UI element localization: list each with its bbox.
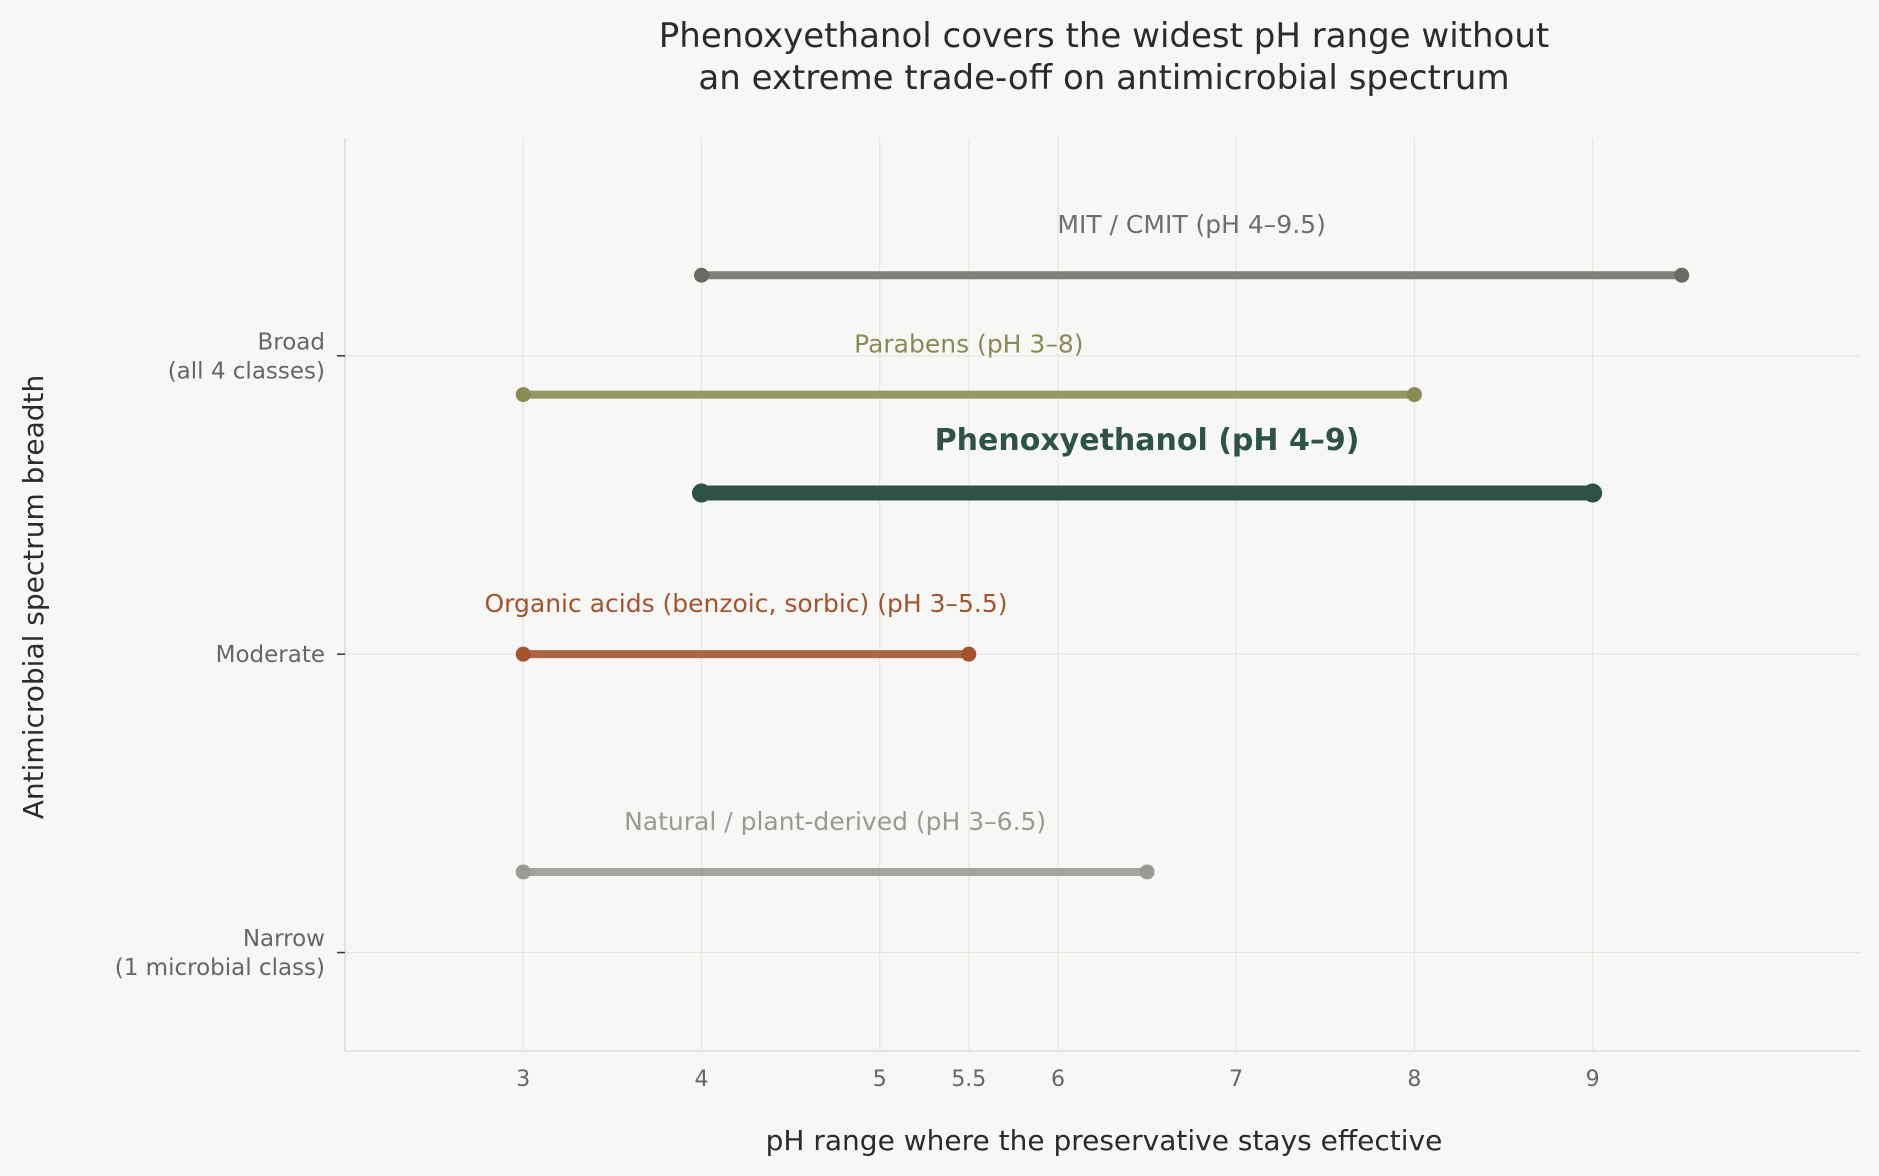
x-tick-label: 8 xyxy=(1407,1067,1421,1092)
chart-title-line-2: an extreme trade-off on antimicrobial sp… xyxy=(698,58,1509,98)
x-tick-label: 5.5 xyxy=(951,1067,986,1092)
x-tick-label: 7 xyxy=(1229,1067,1243,1092)
range-label: Parabens (pH 3–8) xyxy=(854,330,1083,359)
x-tick-label: 9 xyxy=(1586,1067,1600,1092)
y-tick-label: Narrow xyxy=(243,926,325,952)
x-tick-label: 4 xyxy=(694,1067,708,1092)
range-label: MIT / CMIT (pH 4–9.5) xyxy=(1057,210,1325,239)
y-tick-label: (all 4 classes) xyxy=(168,358,325,384)
range-label: Natural / plant-derived (pH 3–6.5) xyxy=(624,807,1046,836)
range-label: Organic acids (benzoic, sorbic) (pH 3–5.… xyxy=(485,589,1008,618)
range-end-point xyxy=(1674,267,1690,283)
ticks-layer: 3 4 5 5.5 6 7 8 9 Narrow (1 microbial class) Moder… xyxy=(115,329,1600,1092)
x-tick-label: 3 xyxy=(516,1067,530,1092)
range-start-point xyxy=(515,646,531,662)
range-start-point xyxy=(691,483,711,503)
range-end-point xyxy=(961,646,977,662)
range-end-point xyxy=(1139,864,1155,880)
axes-layer xyxy=(344,138,1860,1052)
range-label: Phenoxyethanol (pH 4–9) xyxy=(935,423,1360,458)
chart-title-line-1: Phenoxyethanol covers the widest pH rang… xyxy=(659,16,1549,56)
y-axis-label: Antimicrobial spectrum breadth xyxy=(17,375,50,819)
range-start-point xyxy=(515,387,531,403)
x-axis-label: pH range where the preservative stays ef… xyxy=(766,1124,1443,1157)
x-tick-label: 6 xyxy=(1051,1067,1065,1092)
range-end-point xyxy=(1406,387,1422,403)
y-tick-label: Broad xyxy=(258,329,326,355)
x-tick-label: 5 xyxy=(873,1067,887,1092)
series-layer: MIT / CMIT (pH 4–9.5) Parabens (pH 3–8) Ph… xyxy=(485,210,1690,880)
y-tick-label: Moderate xyxy=(216,642,325,668)
y-tick-label: (1 microbial class) xyxy=(115,955,325,981)
range-start-point xyxy=(693,267,709,283)
range-end-point xyxy=(1583,483,1603,503)
grid-layer xyxy=(345,138,1860,1051)
range-start-point xyxy=(515,864,531,880)
